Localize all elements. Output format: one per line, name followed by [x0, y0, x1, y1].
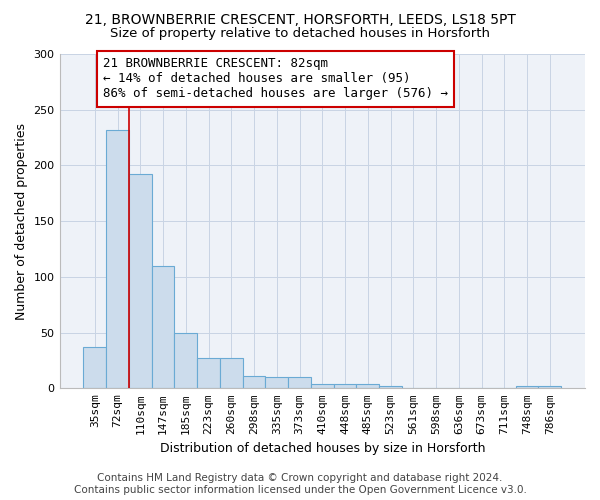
Bar	[197, 358, 220, 388]
Text: Contains HM Land Registry data © Crown copyright and database right 2024.
Contai: Contains HM Land Registry data © Crown c…	[74, 474, 526, 495]
Bar	[175, 332, 197, 388]
Bar	[288, 377, 311, 388]
Bar	[379, 386, 402, 388]
Bar	[265, 377, 288, 388]
Text: Size of property relative to detached houses in Horsforth: Size of property relative to detached ho…	[110, 28, 490, 40]
X-axis label: Distribution of detached houses by size in Horsforth: Distribution of detached houses by size …	[160, 442, 485, 455]
Bar	[106, 130, 129, 388]
Bar	[311, 384, 334, 388]
Bar	[538, 386, 561, 388]
Bar	[152, 266, 175, 388]
Y-axis label: Number of detached properties: Number of detached properties	[15, 122, 28, 320]
Bar	[220, 358, 242, 388]
Bar	[356, 384, 379, 388]
Bar	[242, 376, 265, 388]
Text: 21 BROWNBERRIE CRESCENT: 82sqm
← 14% of detached houses are smaller (95)
86% of : 21 BROWNBERRIE CRESCENT: 82sqm ← 14% of …	[103, 58, 448, 100]
Bar	[83, 347, 106, 389]
Bar	[515, 386, 538, 388]
Text: 21, BROWNBERRIE CRESCENT, HORSFORTH, LEEDS, LS18 5PT: 21, BROWNBERRIE CRESCENT, HORSFORTH, LEE…	[85, 12, 515, 26]
Bar	[129, 174, 152, 388]
Bar	[334, 384, 356, 388]
